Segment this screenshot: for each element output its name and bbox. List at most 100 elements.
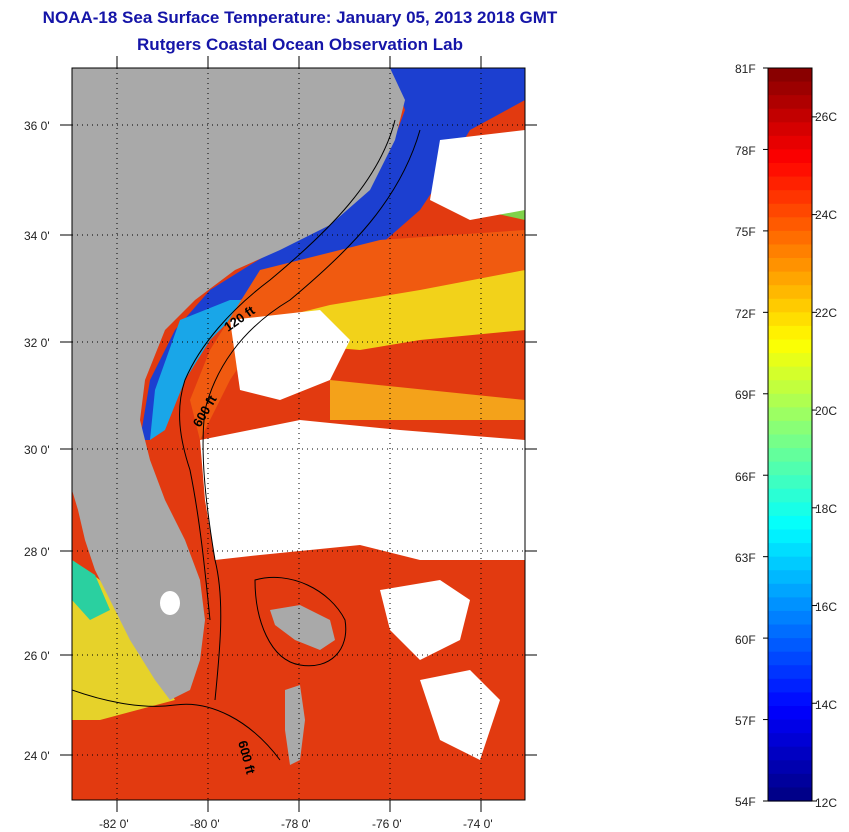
colorbar-f-label-57: 57F <box>735 714 756 728</box>
colorbar-band <box>768 285 812 300</box>
colorbar-band <box>768 298 812 313</box>
cloud-mask-4 <box>380 580 470 660</box>
colorbar-c-label-20: 20C <box>815 404 837 418</box>
colorbar-band <box>768 543 812 558</box>
colorbar-c-label-16: 16C <box>815 600 837 614</box>
colorbar-band <box>768 773 812 789</box>
colorbar-band <box>768 488 812 503</box>
lake-okeechobee <box>160 591 180 615</box>
gulf-stream <box>190 230 525 440</box>
colorbar-band <box>768 135 812 151</box>
lon-label-80: -80 0' <box>190 817 220 831</box>
colorbar-band <box>768 760 812 775</box>
colorbar-band <box>768 190 812 205</box>
colorbar-c-label-24: 24C <box>815 208 837 222</box>
colorbar-band <box>768 244 812 259</box>
colorbar-band <box>768 380 812 395</box>
lon-label-76: -76 0' <box>372 817 402 831</box>
colorbar-band <box>768 475 812 490</box>
colorbar-band <box>768 325 812 341</box>
lat-label-24: 24 0' <box>24 749 50 763</box>
gulf-water-green <box>72 560 110 620</box>
colorbar-band <box>768 271 812 286</box>
colorbar-band <box>768 353 812 368</box>
colorbar-band <box>768 217 812 232</box>
colorbar-band <box>768 624 812 639</box>
colorbar-band <box>768 638 812 653</box>
colorbar-band <box>768 68 812 83</box>
colorbar-f-label-54: 54F <box>735 795 756 809</box>
cloud-mask-3 <box>430 130 525 220</box>
colorbar-gradient <box>768 68 812 802</box>
colorbar-band <box>768 258 812 273</box>
map-ticks <box>60 56 537 812</box>
colorbar-c-label-22: 22C <box>815 306 837 320</box>
colorbar-band <box>768 529 812 544</box>
colorbar-frame <box>767 67 813 802</box>
transition-water-2 <box>330 380 525 420</box>
colorbar-band <box>768 597 812 612</box>
lat-label-30: 30 0' <box>24 443 50 457</box>
colorbar-f-label-63: 63F <box>735 551 756 565</box>
colorbar-band <box>768 407 812 422</box>
colorbar-band <box>768 203 812 218</box>
colorbar-f-label-81: 81F <box>735 62 756 76</box>
colorbar-c-label-12: 12C <box>815 796 837 810</box>
lat-label-32: 32 0' <box>24 336 50 350</box>
contour-bahamas <box>254 576 347 667</box>
land-mainland <box>72 68 405 700</box>
colorbar-band <box>768 461 812 476</box>
colorbar-f-label-75: 75F <box>735 225 756 239</box>
colorbar-band <box>768 719 812 734</box>
cloud-mask-1 <box>200 420 525 560</box>
colorbar-band <box>768 434 812 449</box>
lon-label-82: -82 0' <box>99 817 129 831</box>
lon-label-74: -74 0' <box>463 817 493 831</box>
colorbar-band <box>768 108 812 123</box>
colorbar-band <box>768 122 812 137</box>
colorbar-band <box>768 312 812 327</box>
colorbar-band <box>768 502 812 517</box>
colorbar-band <box>768 746 812 761</box>
map-title: NOAA-18 Sea Surface Temperature: January… <box>42 8 558 27</box>
contour-600ft <box>202 129 421 701</box>
colorbar-band <box>768 448 812 463</box>
colorbar-band <box>768 733 812 748</box>
cloud-mask-5 <box>420 670 500 760</box>
land-bahamas-1 <box>270 605 335 650</box>
colorbar-f-label-66: 66F <box>735 470 756 484</box>
cloud-mask-2 <box>230 310 350 400</box>
grid-lines <box>72 68 525 800</box>
lat-label-26: 26 0' <box>24 649 50 663</box>
colorbar-f-label-72: 72F <box>735 307 756 321</box>
lat-label-28: 28 0' <box>24 545 50 559</box>
colorbar-band <box>768 692 812 707</box>
colorbar-band <box>768 339 812 354</box>
colorbar-band <box>768 665 812 680</box>
colorbar-c-label-26: 26C <box>815 110 837 124</box>
colorbar-band <box>768 583 812 598</box>
colorbar-band <box>768 366 812 381</box>
contour-120ft <box>179 119 396 621</box>
colorbar-band <box>768 230 812 246</box>
colorbar-band <box>768 81 812 96</box>
map-subtitle: Rutgers Coastal Ocean Observation Lab <box>137 35 463 54</box>
colorbar-band <box>768 678 812 693</box>
colorbar-band <box>768 176 812 191</box>
colorbar-band <box>768 420 812 436</box>
contour-keys <box>72 689 281 761</box>
colorbar-c-label-14: 14C <box>815 698 837 712</box>
colorbar-band <box>768 610 812 626</box>
colorbar-band <box>768 149 812 164</box>
colorbar-f-label-60: 60F <box>735 633 756 647</box>
colorbar-band <box>768 570 812 585</box>
lon-label-78: -78 0' <box>281 817 311 831</box>
land-bahamas-2 <box>285 685 305 765</box>
colorbar-band <box>768 95 812 110</box>
colorbar-band <box>768 556 812 571</box>
colorbar-band <box>768 515 812 531</box>
lat-label-34: 34 0' <box>24 229 50 243</box>
colorbar: 81F 78F 75F 72F 69F 66F 63F 60F 57F 54F … <box>735 62 837 810</box>
colorbar-f-label-78: 78F <box>735 144 756 158</box>
